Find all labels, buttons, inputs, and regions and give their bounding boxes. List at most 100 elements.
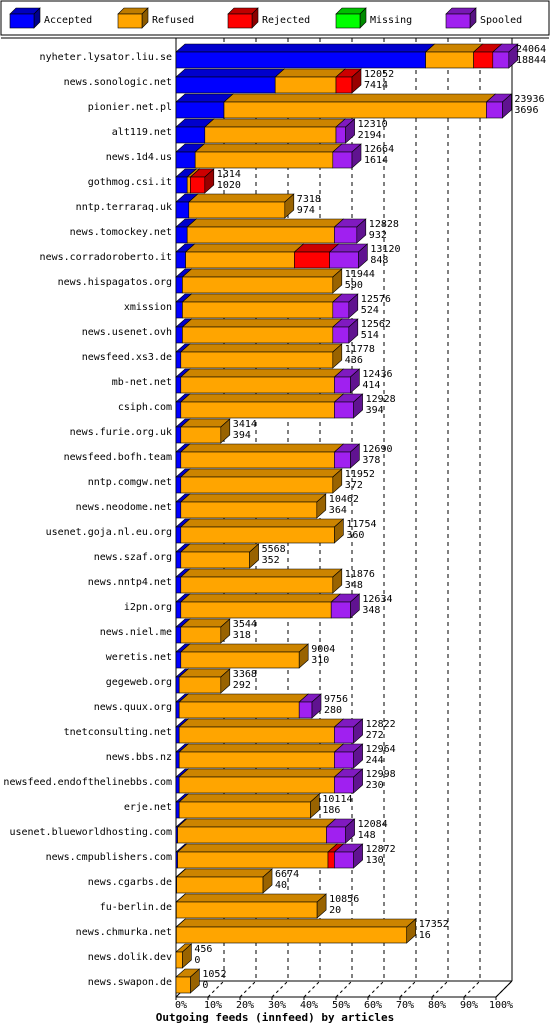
value-label-top: 10856 xyxy=(329,894,359,905)
bar-segment-accepted-top xyxy=(175,68,285,78)
bar-side-face xyxy=(350,443,360,469)
bar-segment-accepted xyxy=(175,376,182,394)
row-label: news.hispagatos.org xyxy=(58,277,172,288)
bar-row-newsfeed-endofthelinebbs-com xyxy=(175,768,364,794)
bar-side-face xyxy=(311,693,322,719)
value-label-bottom: 230 xyxy=(366,780,384,791)
value-label-bottom: 20 xyxy=(329,905,341,916)
bar-segment-refused xyxy=(180,601,332,619)
legend-label: Missing xyxy=(370,15,412,26)
bar-segment-spooled xyxy=(335,126,346,144)
bar-segment-refused xyxy=(223,101,487,119)
bar-side-face xyxy=(332,268,343,294)
bar-segment-refused xyxy=(194,151,334,169)
value-label-bottom: 348 xyxy=(345,580,363,591)
bar-segment-refused-top xyxy=(175,893,327,903)
bar-segment-refused xyxy=(182,276,334,294)
bar-segment-spooled xyxy=(332,301,350,319)
value-label-bottom: 40 xyxy=(275,880,287,891)
floor-grid-line xyxy=(271,980,289,998)
bar-row-usenet-blueworldhosting-com xyxy=(175,818,356,844)
bar-segment-accepted xyxy=(175,726,180,744)
bar-side-face xyxy=(406,918,417,944)
bar-segment-refused-top xyxy=(176,818,337,828)
bar-segment-accepted xyxy=(175,676,180,694)
value-label-bottom: 318 xyxy=(233,630,251,641)
bar-segment-refused-top xyxy=(186,218,345,228)
value-label-bottom: 3696 xyxy=(514,105,538,116)
bar-row-news-niel-me xyxy=(175,618,231,644)
bar-side-face xyxy=(249,543,259,569)
bar-segment-refused xyxy=(177,851,329,869)
value-label-bottom: 16 xyxy=(419,930,431,941)
bar-row-news-cmpublishers-com xyxy=(175,843,364,869)
bar-segment-refused-top xyxy=(178,718,345,728)
bar-segment-spooled xyxy=(334,851,354,869)
row-label: news.sonologic.net xyxy=(64,77,172,88)
value-label-top: 11876 xyxy=(345,569,375,580)
value-label-bottom: 436 xyxy=(345,355,363,366)
legend-item-rejected: Rejected xyxy=(227,7,310,29)
bar-segment-rejected xyxy=(190,176,206,194)
bar-segment-spooled xyxy=(334,451,351,469)
bar-segment-spooled xyxy=(334,401,354,419)
value-label-top: 3544 xyxy=(233,619,257,630)
bar-segment-refused xyxy=(180,401,335,419)
bar-segment-spooled xyxy=(329,251,359,269)
bar-side-face xyxy=(350,593,360,619)
bar-segment-refused-top xyxy=(180,518,345,528)
legend-label: Spooled xyxy=(480,15,522,26)
bar-segment-refused-top xyxy=(175,868,273,878)
bar-segment-refused xyxy=(178,701,300,719)
row-label: news.szaf.org xyxy=(94,552,172,563)
row-label: gothmog.csi.it xyxy=(88,177,172,188)
row-label: usenet.goja.nl.eu.org xyxy=(46,527,172,538)
value-label-top: 12690 xyxy=(362,444,392,455)
legend-label: Rejected xyxy=(262,15,310,26)
row-label: tnetconsulting.net xyxy=(64,727,172,738)
bar-row-news-dolik-dev xyxy=(175,943,193,969)
bar-segment-refused xyxy=(175,951,183,969)
row-label: news.usenet.ovh xyxy=(82,327,172,338)
value-label-bottom: 130 xyxy=(366,855,384,866)
bar-segment-refused-top xyxy=(184,243,305,253)
bar-segment-refused-top xyxy=(175,918,417,928)
bar-segment-refused-top xyxy=(178,743,345,753)
x-tick-label: 20% xyxy=(236,1000,254,1011)
x-axis: 0% 10% 20% 30% 40% 50% 60% 70% 80% 90% 100% xyxy=(175,997,513,1011)
bar-segment-refused xyxy=(180,426,222,444)
bar-side-face xyxy=(345,818,355,844)
bar-side-face xyxy=(334,518,344,544)
bar-side-face xyxy=(182,943,192,969)
floor-grid-line xyxy=(335,980,353,998)
bar-segment-accepted xyxy=(175,351,182,369)
bar-side-face xyxy=(316,493,327,519)
value-label-bottom: 2194 xyxy=(358,130,382,141)
row-label: news.furie.org.uk xyxy=(70,427,172,438)
bar-segment-refused-top xyxy=(180,393,345,403)
bar-segment-refused xyxy=(180,351,334,369)
bar-side-face xyxy=(353,718,363,744)
bar-side-face xyxy=(350,368,360,394)
bar-segment-refused-top xyxy=(180,443,345,453)
value-label-bottom: 1020 xyxy=(217,180,241,191)
row-label: news.corradoroberto.it xyxy=(40,252,172,263)
bar-row-pionier-net-pl xyxy=(175,93,513,119)
bar-segment-accepted xyxy=(175,751,180,769)
bar-side-face xyxy=(353,393,363,419)
row-label: news.dolik.dev xyxy=(88,952,172,963)
floor-grid-line xyxy=(207,980,225,998)
bar-side-face xyxy=(220,618,231,644)
value-label-bottom: 292 xyxy=(233,680,251,691)
bar-row-news-cgarbs-de xyxy=(175,868,273,894)
bar-segment-refused xyxy=(178,751,335,769)
bar-segment-accepted xyxy=(175,401,182,419)
value-label-bottom: 372 xyxy=(345,480,363,491)
x-tick-label: 100% xyxy=(489,1000,513,1011)
bar-segment-refused xyxy=(186,226,335,244)
bar-segment-refused xyxy=(180,551,250,569)
x-tick-label: 30% xyxy=(268,1000,286,1011)
row-label: news.neodome.net xyxy=(76,502,172,513)
bar-side-face xyxy=(348,293,359,319)
row-label: newsfeed.xs3.de xyxy=(82,352,172,363)
